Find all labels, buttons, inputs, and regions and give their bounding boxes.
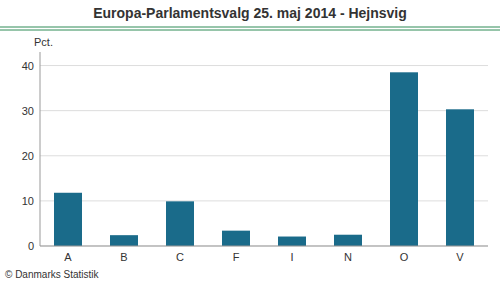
grid [40, 66, 488, 246]
bar [446, 109, 474, 246]
chart: Europa-Parlamentsvalg 25. maj 2014 - Hej… [0, 0, 500, 282]
grid-line [40, 246, 488, 247]
y-axis-label: Pct. [34, 36, 53, 48]
bar [54, 193, 82, 246]
y-tick-label: 40 [22, 60, 34, 72]
x-tick-label: F [233, 251, 240, 263]
grid-line [40, 200, 488, 201]
x-tick-label: I [290, 251, 293, 263]
grid-line [40, 155, 488, 156]
y-tick-label: 0 [28, 240, 34, 252]
title-rule [0, 30, 500, 31]
bar [390, 72, 418, 246]
x-tick-label: N [344, 251, 352, 263]
grid-line [40, 65, 488, 66]
x-tick-label: O [400, 251, 409, 263]
bar [222, 231, 250, 246]
footer: © Danmarks Statistik [5, 269, 100, 280]
title-rule [0, 27, 500, 28]
y-tick-label: 30 [22, 105, 34, 117]
bar [166, 201, 194, 246]
x-tick-label: V [456, 251, 464, 263]
bar [278, 237, 306, 246]
bars [54, 72, 474, 246]
x-tick-label: C [176, 251, 184, 263]
x-tick-label: A [64, 251, 72, 263]
y-tick-label: 10 [22, 195, 34, 207]
bar [334, 235, 362, 246]
grid-line [40, 110, 488, 111]
x-axis-line [40, 246, 488, 247]
y-axis-line [40, 52, 41, 246]
x-tick-label: B [120, 251, 127, 263]
y-tick-label: 20 [22, 150, 34, 162]
title: Europa-Parlamentsvalg 25. maj 2014 - Hej… [93, 5, 407, 21]
chart-container: Europa-Parlamentsvalg 25. maj 2014 - Hej… [0, 0, 500, 282]
bar [110, 235, 138, 246]
